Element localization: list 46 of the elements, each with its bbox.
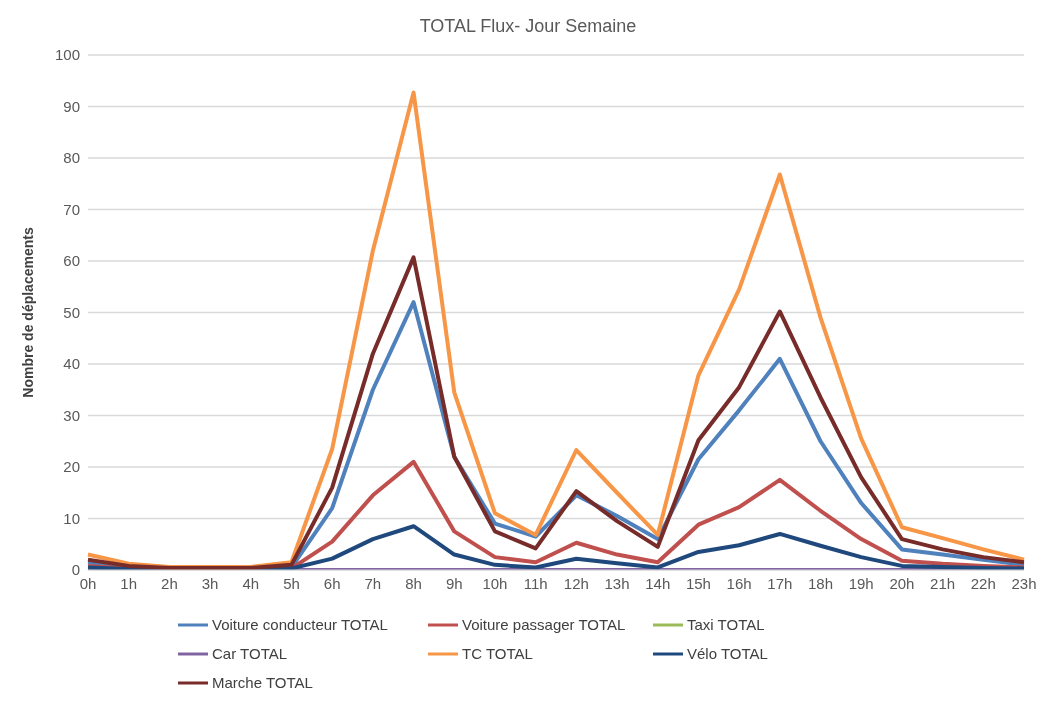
y-tick-label: 10	[63, 509, 80, 527]
x-tick-label: 16h	[726, 574, 752, 592]
y-tick-label: 100	[54, 46, 80, 64]
legend-label: Vélo TOTAL	[687, 645, 768, 662]
line-series	[86, 90, 1026, 569]
x-tick-label: 1h	[120, 574, 138, 592]
y-tick-label: 90	[63, 97, 80, 115]
x-tick-label: 6h	[323, 574, 341, 592]
y-tick-label: 0	[71, 561, 80, 579]
y-tick-label: 60	[63, 252, 80, 270]
x-tick-label: 13h	[604, 574, 630, 592]
x-tick-label: 8h	[405, 574, 422, 592]
x-tick-label: 0h	[79, 574, 97, 592]
legend-label: Voiture conducteur TOTAL	[212, 616, 388, 633]
x-tick-label: 11h	[523, 574, 548, 592]
x-tick-label: 5h	[283, 574, 300, 592]
x-tick-label: 20h	[889, 574, 915, 592]
legend-label: Car TOTAL	[212, 645, 288, 662]
x-tick-label: 10h	[482, 574, 508, 592]
x-tick-label: 7h	[364, 574, 382, 592]
y-tick-label: 70	[63, 200, 80, 218]
y-tick-label: 30	[63, 406, 80, 424]
legend-label: Taxi TOTAL	[687, 616, 765, 633]
x-tick-label: 2h	[161, 574, 178, 592]
chart-title: TOTAL Flux- Jour Semaine	[418, 16, 638, 37]
y-tick-label: 40	[63, 355, 80, 373]
x-tick-label: 4h	[242, 574, 260, 592]
legend-label: TC TOTAL	[462, 645, 533, 662]
x-tick-label: 14h	[645, 574, 671, 592]
x-tick-label: 17h	[767, 574, 793, 592]
x-tick-label: 22h	[970, 574, 996, 592]
x-tick-label: 19h	[848, 574, 874, 592]
x-tick-label: 3h	[201, 574, 219, 592]
x-tick-label: 15h	[685, 574, 711, 592]
legend-label: Marche TOTAL	[212, 674, 313, 691]
y-tick-label: 50	[63, 303, 80, 321]
legend-label: Voiture passager TOTAL	[462, 616, 626, 633]
line-series	[86, 524, 1026, 570]
x-tick-label: 23h	[1011, 574, 1037, 592]
x-tick-label: 21h	[930, 574, 956, 592]
y-tick-label: 80	[63, 149, 80, 167]
y-tick-label: 20	[63, 458, 80, 476]
y-axis-title: Nombre de déplacements	[19, 227, 36, 398]
x-tick-label: 9h	[445, 574, 463, 592]
x-tick-label: 18h	[808, 574, 834, 592]
x-tick-label: 12h	[563, 574, 589, 592]
